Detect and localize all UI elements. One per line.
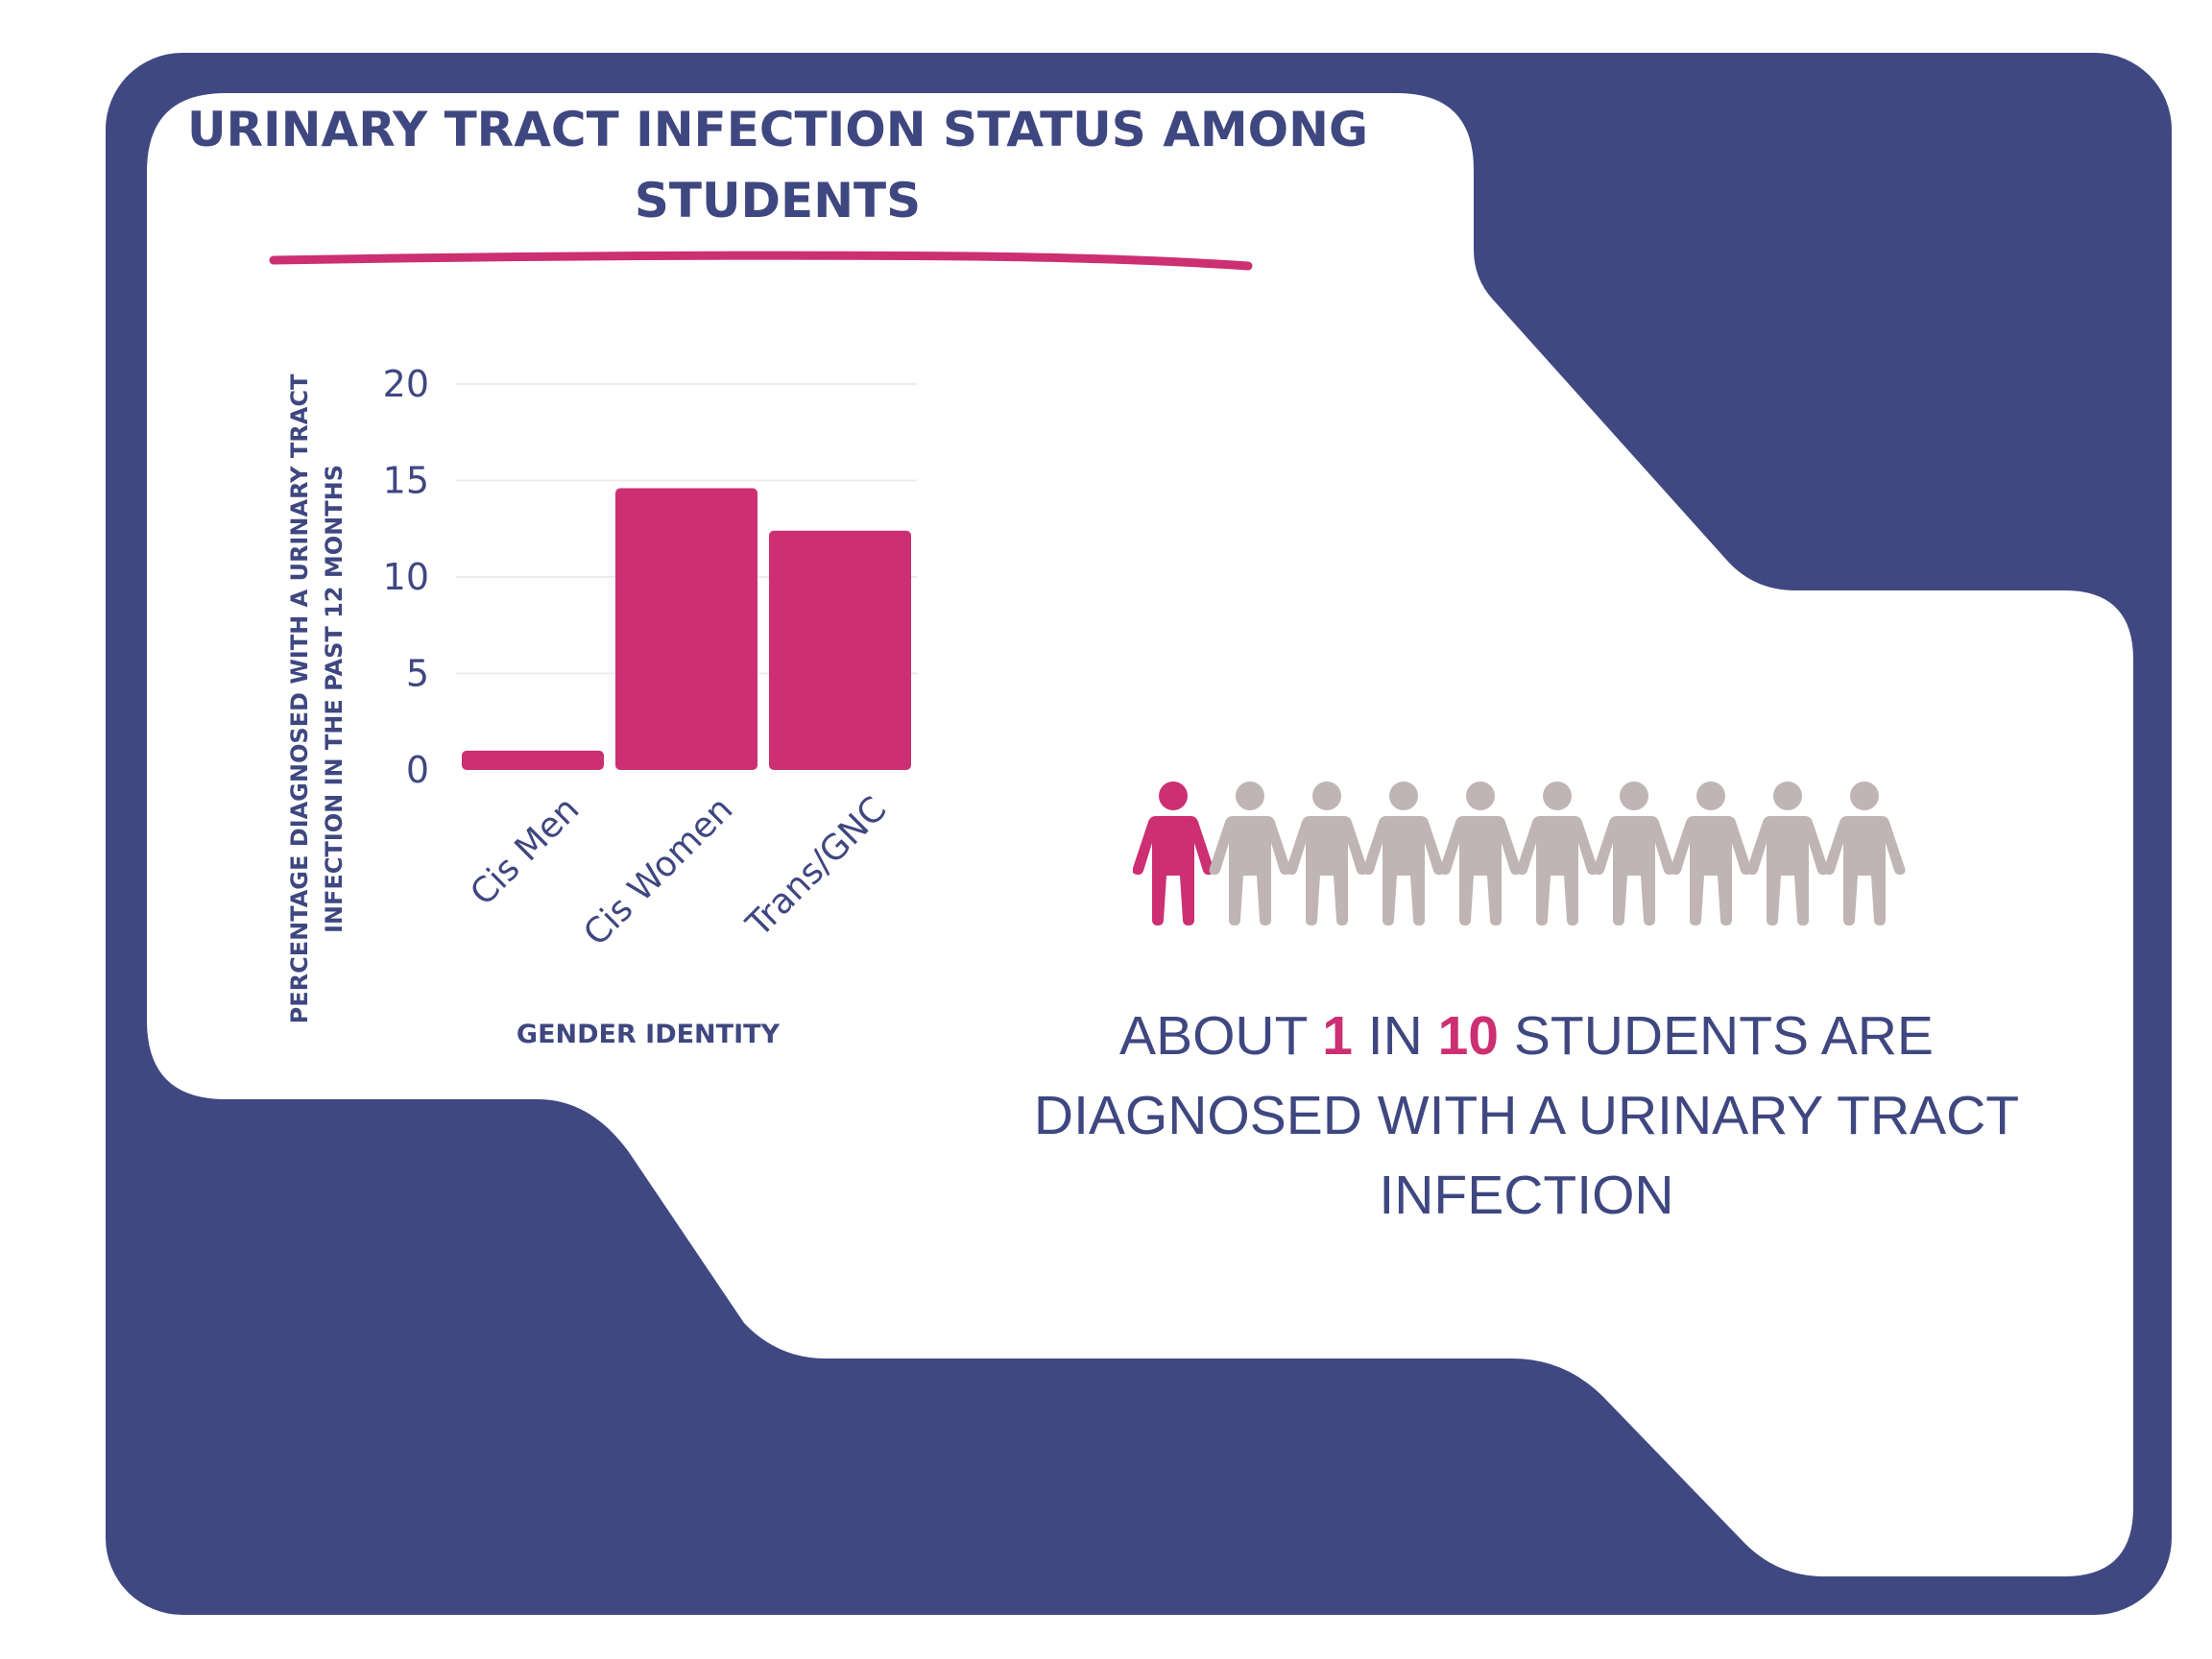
x-axis-label: GENDER IDENTITY xyxy=(516,1020,781,1049)
y-tick-label: 10 xyxy=(383,556,429,598)
x-tick-label: Cis Men xyxy=(463,789,587,913)
bar-cis-men xyxy=(462,750,604,770)
person-icon xyxy=(1133,781,1214,926)
y-tick-label: 0 xyxy=(406,749,429,791)
person-icon xyxy=(1670,781,1752,926)
x-tick-label: Trans/GNC xyxy=(738,789,894,945)
y-axis-label: PERCENTAGE DIAGNOSED WITH A URINARY TRAC… xyxy=(286,373,348,1024)
stat-prefix: ABOUT xyxy=(1119,1005,1323,1067)
y-tick-labels: 0 5 10 15 20 xyxy=(383,363,429,791)
bars xyxy=(462,488,911,770)
person-icon xyxy=(1209,781,1291,926)
person-icon xyxy=(1516,781,1599,926)
person-icon xyxy=(1823,781,1906,926)
y-tick-label: 15 xyxy=(383,460,429,502)
x-tick-label: Cis Women xyxy=(576,789,740,953)
person-icon xyxy=(1593,781,1675,926)
stat-number-one: 1 xyxy=(1322,1005,1353,1067)
stat-number-ten: 10 xyxy=(1437,1005,1500,1067)
y-tick-label: 20 xyxy=(383,363,429,405)
content-panel xyxy=(147,93,2133,1576)
person-icon xyxy=(1746,781,1829,926)
y-tick-label: 5 xyxy=(406,653,429,695)
person-icon xyxy=(1439,781,1522,926)
people-pictogram xyxy=(1133,781,1906,926)
bar-cis-women xyxy=(615,488,757,770)
title-underline xyxy=(269,251,1253,271)
person-icon xyxy=(1286,781,1368,926)
stat-statement: ABOUT 1 IN 10 STUDENTS ARE DIAGNOSED WIT… xyxy=(989,997,2064,1236)
stat-suffix: STUDENTS ARE DIAGNOSED WITH A URINARY TR… xyxy=(1033,1005,2020,1226)
chart-title: URINARY TRACT INFECTION STATUS AMONG STU… xyxy=(186,102,1369,228)
person-icon xyxy=(1362,781,1445,926)
stat-mid: IN xyxy=(1352,1005,1438,1067)
bar-trans-gnc xyxy=(769,530,911,770)
